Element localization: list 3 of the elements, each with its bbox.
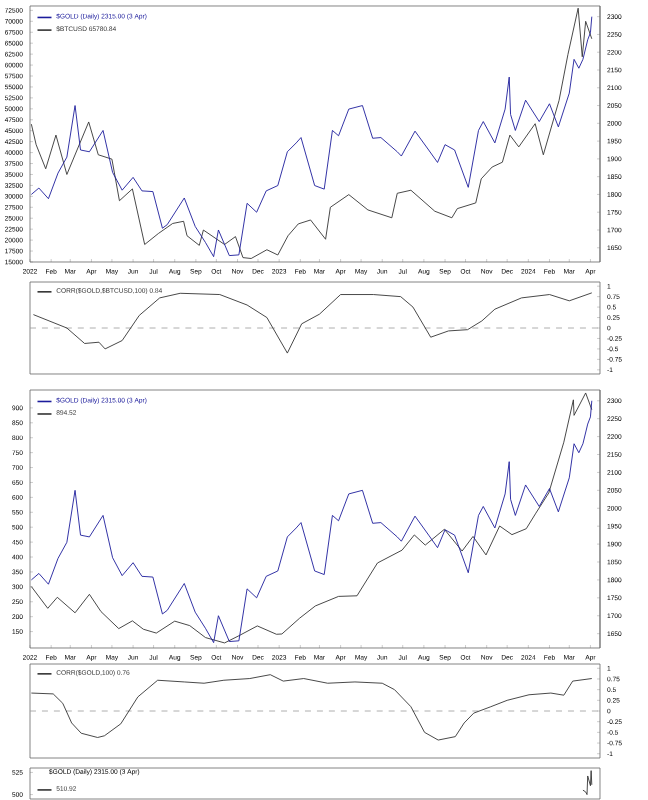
line-series <box>30 674 593 741</box>
line-series <box>32 292 593 354</box>
line-series <box>582 770 593 796</box>
